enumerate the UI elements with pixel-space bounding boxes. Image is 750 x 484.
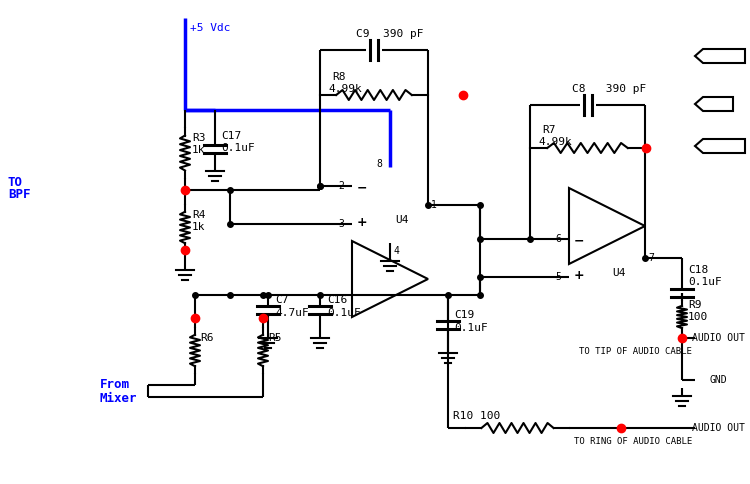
Text: 7: 7 [648, 253, 654, 263]
Text: 1k: 1k [192, 222, 206, 232]
Text: 8: 8 [376, 159, 382, 169]
Text: C17: C17 [221, 131, 242, 141]
Text: +: + [574, 269, 584, 282]
Text: C18: C18 [688, 265, 708, 275]
Text: 4.7uF: 4.7uF [275, 308, 309, 318]
Text: 1k: 1k [192, 145, 206, 155]
Text: R4: R4 [192, 210, 206, 220]
Text: AUDIO OUT Q: AUDIO OUT Q [692, 423, 750, 433]
Text: C16: C16 [327, 295, 347, 305]
Text: TO TIP OF AUDIO CABLE: TO TIP OF AUDIO CABLE [579, 348, 692, 357]
Text: 6: 6 [555, 234, 561, 244]
Text: C7: C7 [275, 295, 289, 305]
Text: 2: 2 [338, 181, 344, 191]
Text: U4: U4 [395, 215, 409, 225]
Text: C8   390 pF: C8 390 pF [572, 84, 646, 94]
Text: C19: C19 [454, 310, 474, 320]
Text: 100: 100 [688, 312, 708, 322]
Text: From: From [100, 378, 130, 392]
Text: −: − [574, 234, 584, 247]
Text: 1: 1 [431, 200, 436, 210]
Text: +: + [357, 215, 368, 228]
Text: TO: TO [8, 176, 23, 188]
Text: 5: 5 [555, 272, 561, 282]
Text: R9: R9 [688, 300, 701, 310]
Text: R7: R7 [542, 125, 556, 135]
Text: GND: GND [710, 375, 727, 385]
Text: 0.1uF: 0.1uF [688, 277, 722, 287]
Text: R8: R8 [332, 72, 346, 82]
Text: R5: R5 [268, 333, 281, 343]
Text: R3: R3 [192, 133, 206, 143]
Text: 4.99k: 4.99k [328, 84, 362, 94]
Text: +5 Vdc: +5 Vdc [190, 23, 230, 33]
Text: 4.99k: 4.99k [538, 137, 572, 147]
Text: 3: 3 [338, 219, 344, 229]
Text: −: − [357, 182, 368, 195]
Text: 0.1uF: 0.1uF [454, 323, 488, 333]
Text: R10 100: R10 100 [453, 411, 500, 421]
Text: 4: 4 [393, 246, 399, 256]
Text: C9  390 pF: C9 390 pF [356, 29, 424, 39]
Text: AUDIO OUT I: AUDIO OUT I [692, 333, 750, 343]
Text: TO RING OF AUDIO CABLE: TO RING OF AUDIO CABLE [574, 438, 692, 447]
Text: U4: U4 [612, 268, 626, 278]
Text: 0.1uF: 0.1uF [221, 143, 255, 153]
Text: BPF: BPF [8, 188, 31, 201]
Text: 0.1uF: 0.1uF [327, 308, 361, 318]
Text: R6: R6 [200, 333, 214, 343]
Text: Mixer: Mixer [100, 392, 137, 405]
